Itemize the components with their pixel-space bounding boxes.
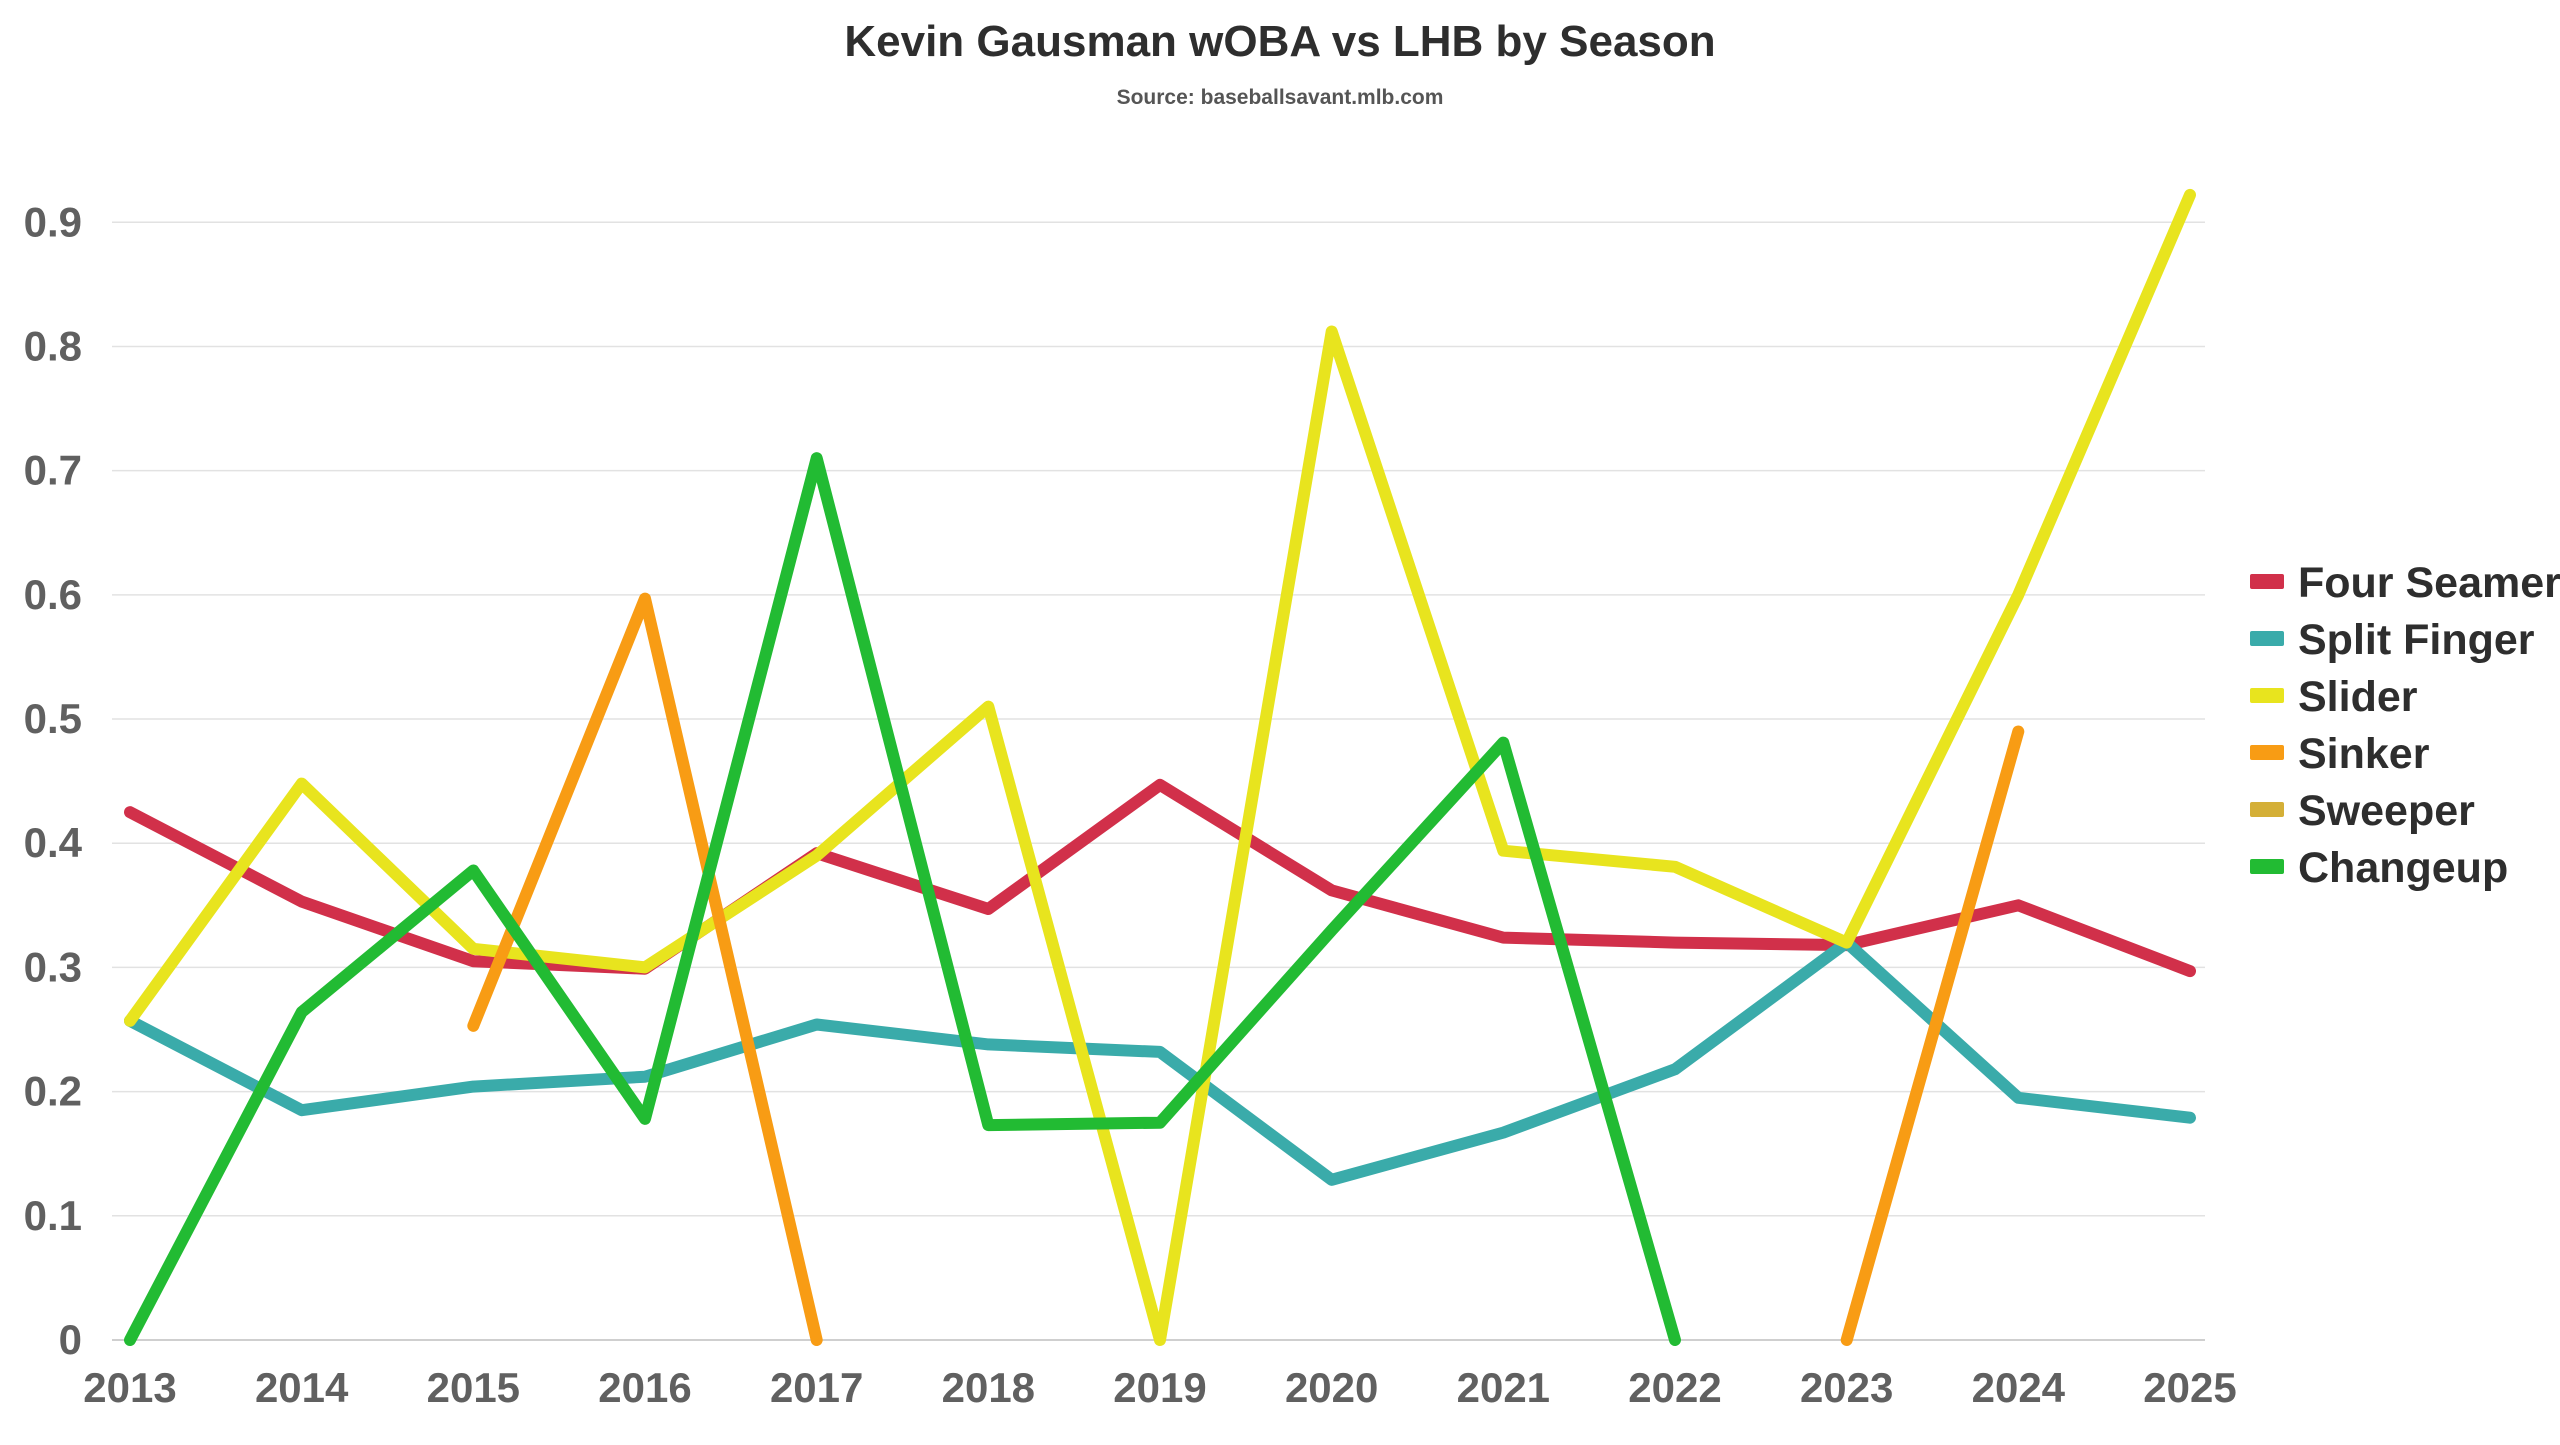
y-tick-label: 0.7 bbox=[24, 447, 82, 494]
series-line bbox=[467, 592, 823, 1346]
series-slider bbox=[124, 188, 2196, 1346]
x-tick-label: 2013 bbox=[83, 1364, 176, 1411]
series-line bbox=[124, 452, 1681, 1346]
legend-label: Sweeper bbox=[2298, 787, 2475, 835]
chart-subtitle: Source: baseballsavant.mlb.com bbox=[1117, 86, 1444, 109]
x-tick-label: 2018 bbox=[942, 1364, 1035, 1411]
legend-label: Slider bbox=[2298, 673, 2418, 721]
legend-swatch bbox=[2250, 802, 2284, 817]
legend-item: Changeup bbox=[2250, 844, 2508, 892]
legend-item: Slider bbox=[2250, 673, 2418, 721]
legend-item: Split Finger bbox=[2250, 616, 2535, 664]
x-tick-label: 2025 bbox=[2143, 1364, 2236, 1411]
x-tick-label: 2022 bbox=[1628, 1364, 1721, 1411]
y-tick-label: 0 bbox=[59, 1316, 82, 1363]
legend-label: Split Finger bbox=[2298, 616, 2535, 664]
legend-item: Four Seamer bbox=[2250, 559, 2560, 607]
x-tick-label: 2017 bbox=[770, 1364, 863, 1411]
legend-swatch bbox=[2250, 631, 2284, 646]
x-tick-label: 2019 bbox=[1113, 1364, 1206, 1411]
y-tick-label: 0.6 bbox=[24, 571, 82, 618]
y-tick-label: 0.8 bbox=[24, 322, 82, 369]
legend-label: Sinker bbox=[2298, 730, 2430, 778]
legend-label: Four Seamer bbox=[2298, 559, 2560, 607]
legend-swatch bbox=[2250, 688, 2284, 703]
axes: 0 0.1 0.2 0.3 0.4 0.5 0.6 0.7 0.8 0.9 2013 2014 2015… bbox=[24, 198, 2237, 1411]
legend-item: Sinker bbox=[2250, 730, 2430, 778]
y-tick-label: 0.5 bbox=[24, 695, 82, 742]
x-tick-label: 2016 bbox=[598, 1364, 691, 1411]
legend-swatch bbox=[2250, 859, 2284, 874]
y-tick-label: 0.2 bbox=[24, 1068, 82, 1115]
x-tick-label: 2023 bbox=[1800, 1364, 1893, 1411]
legend: Four Seamer Split Finger Slider Sinker Sweep… bbox=[2250, 559, 2560, 892]
legend-item: Sweeper bbox=[2250, 787, 2475, 835]
y-tick-label: 0.3 bbox=[24, 943, 82, 990]
series-sinker bbox=[467, 592, 2025, 1346]
y-tick-label: 0.1 bbox=[24, 1192, 82, 1239]
series-line bbox=[124, 188, 2196, 1346]
series-changeup bbox=[124, 452, 1681, 1346]
x-tick-label: 2024 bbox=[1972, 1364, 2066, 1411]
y-tick-label: 0.4 bbox=[24, 819, 83, 866]
legend-swatch bbox=[2250, 574, 2284, 589]
chart-title: Kevin Gausman wOBA vs LHB by Season bbox=[844, 17, 1715, 66]
legend-label: Changeup bbox=[2298, 844, 2508, 892]
series-line bbox=[1840, 725, 2025, 1346]
legend-swatch bbox=[2250, 745, 2284, 760]
x-tick-label: 2020 bbox=[1285, 1364, 1378, 1411]
x-tick-label: 2021 bbox=[1457, 1364, 1550, 1411]
series-lines bbox=[124, 188, 2196, 1346]
x-tick-label: 2014 bbox=[255, 1364, 349, 1411]
x-tick-label: 2015 bbox=[427, 1364, 520, 1411]
y-tick-label: 0.9 bbox=[24, 198, 82, 245]
